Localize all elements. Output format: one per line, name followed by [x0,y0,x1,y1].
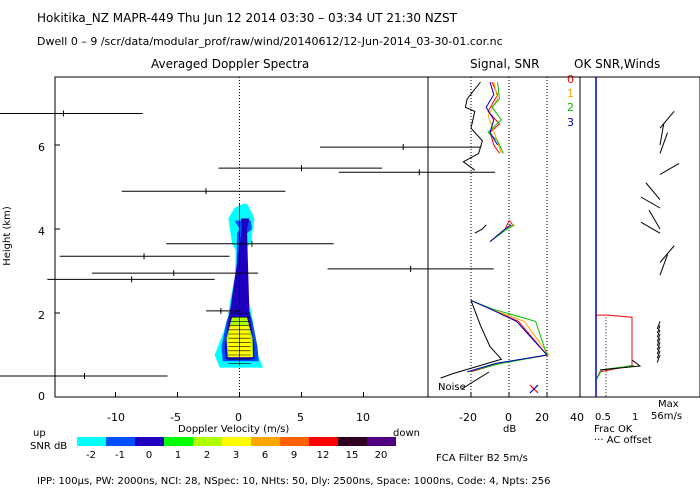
mode-label-3: 3 [567,116,574,129]
ok-panel-title: OK SNR,Winds [574,57,661,71]
y-tick-2: 2 [38,309,45,322]
y-tick-6: 6 [38,141,45,154]
x-tick-ok-1: 1 [632,412,639,423]
legend-value-9: 15 [346,450,359,461]
mode-label-1: 1 [567,87,574,100]
legend-swatch-7 [280,437,309,446]
mode-label-2: 2 [567,101,574,114]
signal-series-4-seg-0 [485,81,499,146]
legend-value-2: 0 [146,450,152,461]
legend-swatch-3 [164,437,193,446]
x-tick-doppler-5: 5 [297,411,304,424]
x-tick-doppler-0: 0 [235,411,242,424]
fca-label: FCA Filter B2 5m/s [436,453,528,464]
wind-vector-14 [645,182,661,200]
signal-series-1-seg-0 [487,81,501,154]
wind-vector-3 [656,342,661,351]
wind-vector-9 [659,254,668,276]
signal-series-0-seg-0 [462,81,483,171]
legend-value-4: 2 [204,450,210,461]
wind-vector-6 [656,329,661,338]
wind-vector-2 [656,346,661,355]
frac-ok-label: Frac OK [594,424,633,435]
y-tick-4: 4 [38,225,45,238]
header-line-2: Dwell 0 – 9 /scr/data/modular_prof/raw/w… [37,35,503,48]
legend-value-6: 6 [262,450,268,461]
x-tick-signal-40: 40 [570,411,584,424]
legend-value-8: 12 [317,450,330,461]
x-tick-doppler-m5: -5 [170,411,181,424]
legend-swatch-0 [77,437,106,446]
legend-value-10: 20 [375,450,388,461]
wind-vector-8 [656,321,661,330]
up-label: up [33,428,46,439]
ac-offset-label: ··· AC offset [594,435,652,446]
ok-frame [579,76,700,398]
max-label: Max [658,399,679,410]
ok-panel [579,76,700,398]
legend-swatch-8 [309,437,338,446]
legend-swatch-5 [222,437,251,446]
noise-label: Noise [438,382,466,393]
max-wind-arrow [599,359,642,371]
signal-series-4-seg-1 [489,224,512,242]
signal-series-3-seg-2 [467,299,548,373]
signal-frame [427,76,581,398]
signal-series-3-seg-0 [487,81,504,154]
x-label-doppler: Doppler Velocity (m/s) [178,424,290,435]
legend-swatch-9 [338,437,367,446]
down-label: down [393,428,420,439]
wind-vector-5 [656,333,661,342]
legend-value-0: -2 [86,450,96,461]
legend-swatch-10 [367,437,396,446]
legend-swatch-4 [193,437,222,446]
legend-swatch-2 [135,437,164,446]
x-tick-doppler-m10: -10 [107,411,125,424]
x-tick-doppler-10: 10 [356,411,370,424]
legend-value-3: 1 [175,450,181,461]
legend-swatch-1 [106,437,135,446]
wind-vector-0 [656,354,661,363]
signal-panel [427,76,581,398]
snr-legend-title: SNR dB [30,441,68,452]
frac-ok-series-1 [595,365,635,381]
doppler-panel [0,76,495,398]
wind-vector-13 [640,196,661,209]
x-tick-signal-20: 20 [535,411,549,424]
snr-legend: -2 -1 0 1 2 3 6 9 12 15 20 [77,437,396,461]
wind-vector-7 [656,325,661,334]
wind-vector-1 [656,350,661,359]
signal-series-0-seg-2 [440,300,503,379]
wind-vector-10 [659,245,675,263]
y-tick-0: 0 [38,390,45,403]
frac-ok-series-0 [595,314,633,381]
wind-vector-12 [648,209,661,230]
legend-swatch-6 [251,437,280,446]
x-tick-signal-0: 0 [505,411,512,424]
wind-vector-18 [659,111,675,129]
wind-vector-17 [659,123,665,146]
wind-vector-11 [640,221,661,234]
wind-vector-15 [659,162,680,175]
signal-panel-title: Signal, SNR [470,57,540,71]
noise-marker-b [529,384,539,394]
footer-info: IPP: 100µs, PW: 2000ns, NCI: 28, NSpec: … [37,476,551,487]
x-label-signal: dB [503,424,517,435]
signal-series-2-seg-0 [487,81,502,154]
wind-vector-4 [656,338,661,346]
max-value: 56m/s [651,411,683,422]
x-tick-signal-m20: -20 [459,411,477,424]
noise-pointer [461,371,490,390]
legend-value-1: -1 [115,450,125,461]
mode-label-0: 0 [567,73,574,86]
legend-value-7: 9 [291,450,297,461]
doppler-panel-title: Averaged Doppler Spectra [151,57,310,71]
wind-vector-16 [659,132,668,154]
header-line-1: Hokitika_NZ MAPR-449 Thu Jun 12 2014 03:… [37,11,457,25]
signal-series-4-seg-2 [467,299,548,373]
x-tick-ok-05: 0.5 [595,412,611,423]
legend-value-5: 3 [233,450,239,461]
signal-series-0-seg-1 [474,224,487,234]
